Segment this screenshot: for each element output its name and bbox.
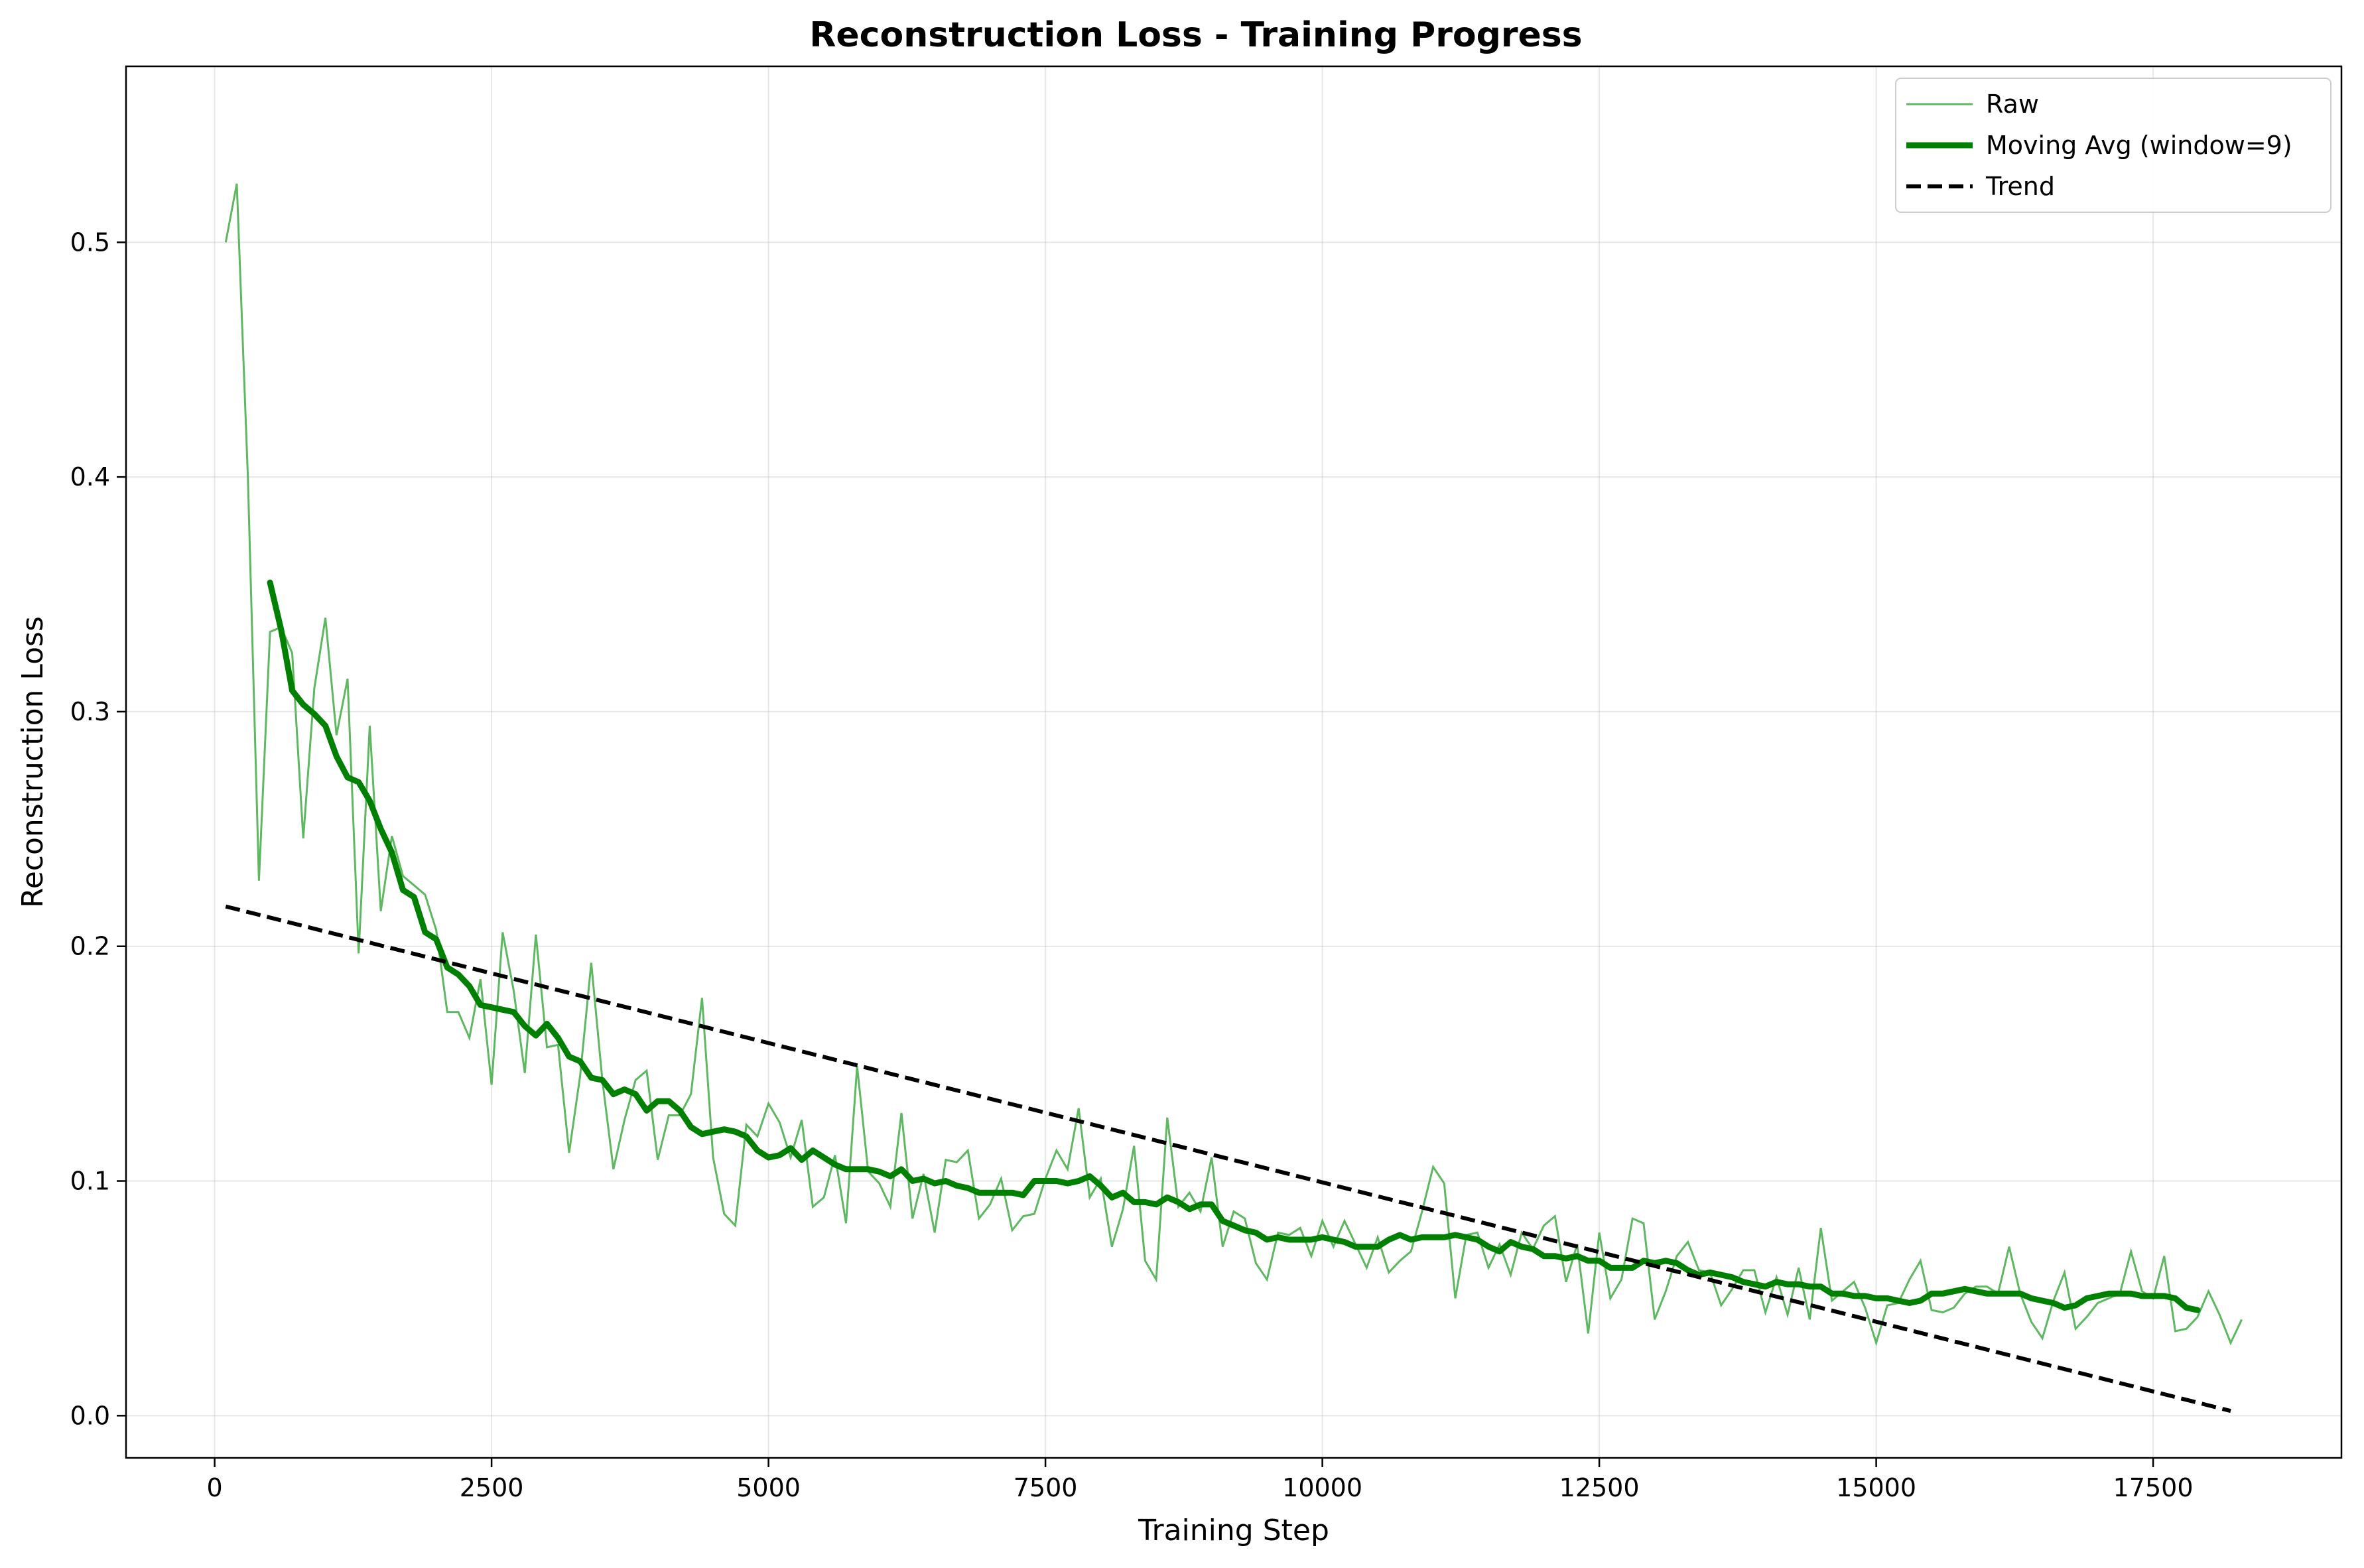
raw-series-line	[224, 183, 2243, 1346]
y-tick-label: 0.3	[70, 697, 110, 726]
legend: Raw Moving Avg (window=9) Trend	[1895, 78, 2331, 213]
trend-line	[225, 904, 2231, 1413]
plot-series	[224, 183, 2243, 1413]
y-tick-label: 0.2	[70, 932, 110, 961]
moving-avg-series-line	[267, 579, 2201, 1313]
x-tick-label: 5000	[736, 1473, 801, 1502]
y-tick-label: 0.4	[70, 462, 110, 491]
legend-box	[1895, 78, 2331, 213]
chart-title: Reconstruction Loss - Training Progress	[809, 15, 1582, 55]
x-tick-label: 17500	[2113, 1473, 2194, 1502]
x-tick-label: 7500	[1014, 1473, 1078, 1502]
y-axis-ticks: 0.0 0.1 0.2 0.3 0.4 0.5	[70, 228, 126, 1430]
legend-moving-avg-label: Moving Avg (window=9)	[1986, 131, 2292, 160]
x-axis-label: Training Step	[1138, 1514, 1329, 1547]
legend-trend-label: Trend	[1985, 172, 2055, 201]
x-tick-label: 0	[207, 1473, 223, 1502]
grid-lines	[126, 66, 2341, 1458]
y-tick-label: 0.0	[70, 1401, 110, 1430]
x-tick-label: 12500	[1559, 1473, 1640, 1502]
legend-raw-label: Raw	[1986, 90, 2039, 119]
axes-frame	[125, 65, 2343, 1459]
y-axis-label: Reconstruction Loss	[16, 616, 50, 908]
y-tick-label: 0.5	[70, 228, 110, 257]
x-axis-ticks: 0 2500 5000 7500 10000 12500 15000 17500	[207, 1458, 2194, 1502]
x-tick-label: 10000	[1282, 1473, 1362, 1502]
x-tick-label: 2500	[460, 1473, 524, 1502]
x-tick-label: 15000	[1836, 1473, 1916, 1502]
y-tick-label: 0.1	[70, 1167, 110, 1196]
